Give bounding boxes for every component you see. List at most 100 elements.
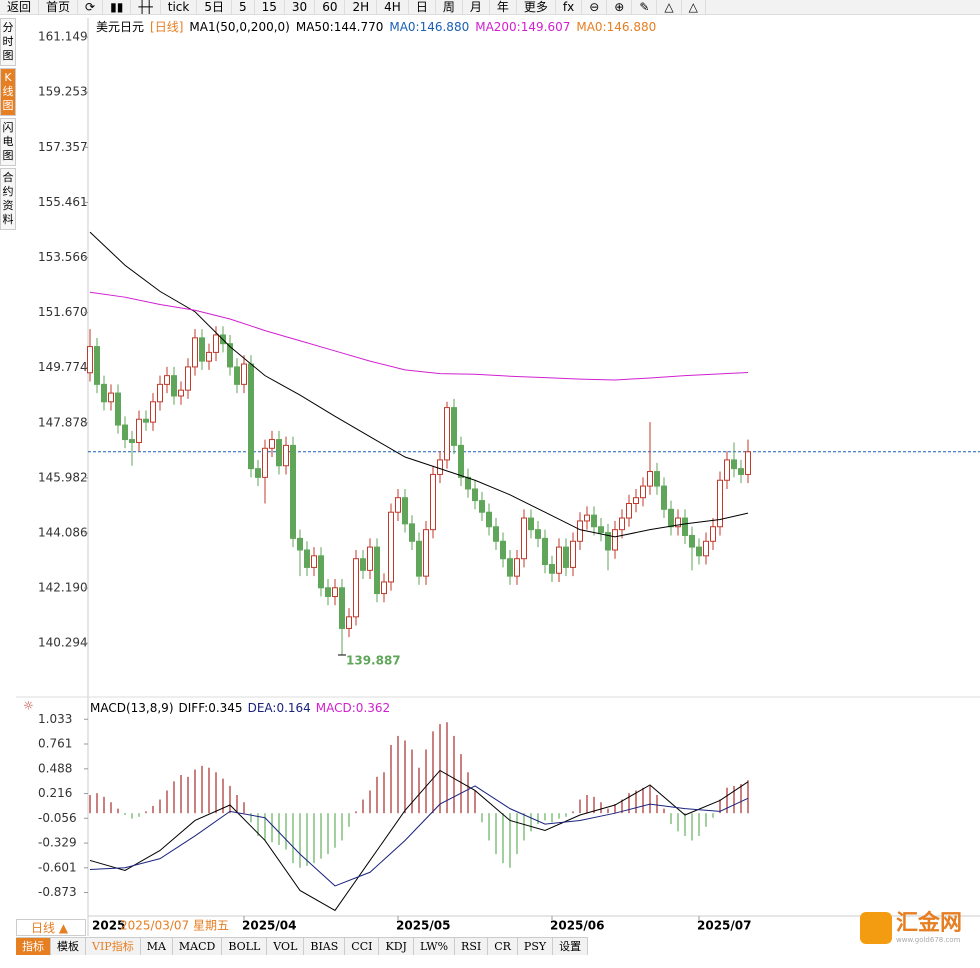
period-button[interactable]: 2H [345,0,378,14]
legend-item: [日线] [150,20,183,34]
period-button[interactable]: 15 [255,0,285,14]
candle-body [633,497,639,505]
indicator-tab[interactable]: 模板 [51,938,86,955]
candle-body [458,444,464,478]
candle-body [584,514,590,522]
y-tick-label: 149.774 [38,360,88,374]
candle-body [444,407,450,461]
logo-name: 汇金网 [896,911,963,936]
bottom-tabs: 指标 模板 VIP指标 MA MACD BOLL VOL BIAS CCI KDJ LW% RSI CR… [16,937,589,955]
zoom-out[interactable]: ⊖ [582,0,608,14]
date-label: 2025/07 [697,919,751,933]
side-tab[interactable]: 分时图 [0,18,16,66]
indicator-tab[interactable]: LW% [414,938,456,955]
period-button[interactable]: 年 [490,0,517,14]
candle-body [626,503,632,519]
tick-button[interactable]: tick [161,0,198,14]
candle-body [360,558,366,571]
candle-body [290,444,296,539]
legend-item: MA200:149.607 [475,20,570,34]
candle-body [493,526,499,542]
home-button[interactable]: 首页 [39,0,79,14]
candle-body [507,558,513,577]
period-button[interactable]: 周 [436,0,463,14]
logo-url: www.gold678.com [896,936,961,944]
back-button[interactable]: 返回 [0,0,40,14]
indicator-tab[interactable]: CCI [345,938,380,955]
date-label: 2025/04 [242,919,296,933]
candle-body [451,407,457,446]
period-button[interactable]: 月 [463,0,490,14]
legend-item: 美元日元 [96,20,144,34]
indicator-tab[interactable]: VOL [267,938,305,955]
candle-body [640,485,646,499]
candle-body [570,540,576,568]
period-button[interactable]: 5 [232,0,255,14]
candle-body [437,459,443,475]
candle-body [717,479,723,528]
indicator-tab[interactable]: VIP指标 [86,938,141,955]
candle-button[interactable]: ┼┼ [131,0,161,14]
indicator-tab[interactable]: 设置 [553,938,589,955]
candle-body [248,363,254,470]
candle-body [577,520,583,542]
candle-body [339,587,345,629]
period-button[interactable]: 5日 [197,0,232,14]
y-tick-label: 1.033 [38,712,72,726]
indicator-tab[interactable]: BOLL [222,938,268,955]
candle-body [535,529,541,539]
y-tick-label: 0.216 [38,786,72,800]
y-tick-label: 0.761 [38,737,72,751]
more-button[interactable]: 更多 [517,0,556,14]
indicator-tab[interactable]: MA [141,938,173,955]
period-button[interactable]: 60 [315,0,346,14]
tool-button[interactable]: △ [657,0,682,14]
indicator-tab[interactable]: MACD [173,938,223,955]
indicator-tab[interactable]: 指标 [16,938,51,955]
y-tick-label: 155.461 [38,195,88,209]
candle-body [325,587,331,597]
refresh-button[interactable]: ⟳ [78,0,104,14]
indicator-tab[interactable]: BIAS [304,938,346,955]
period-button[interactable]: 4H [377,0,409,14]
y-tick-label: 145.982 [38,470,88,484]
candle-body [661,485,667,510]
side-tab[interactable]: K线图 [0,68,16,116]
candle-body [227,343,233,368]
candle-body [115,392,121,426]
indicator-tab[interactable]: PSY [518,938,554,955]
cursor-date: 2025/03/07 星期五 [120,919,229,933]
indicator-tab[interactable]: RSI [455,938,489,955]
side-tab[interactable]: 合约资料 [0,168,16,230]
period-button[interactable]: 30 [285,0,316,14]
candle-body [430,473,436,531]
candle-body [500,540,506,560]
fx-button[interactable]: fx [556,0,583,14]
candle-body [521,517,527,560]
candle-body [612,529,618,551]
period-selector[interactable]: 日线 ▲ [16,919,86,936]
y-tick-label: 161.149 [38,30,88,44]
draw-button[interactable]: ✎ [632,0,658,14]
legend-item: MACD(13,8,9) [90,701,174,715]
indicator-tab[interactable]: CR [488,938,518,955]
candle-body [311,555,317,568]
indicator-tab[interactable]: KDJ [379,938,414,955]
side-tab[interactable]: 闪电图 [0,118,16,166]
indicator-line [89,231,749,538]
settings-icon[interactable]: ☼ [23,699,34,713]
candle-body [213,334,219,353]
y-tick-label: 153.566 [38,250,88,264]
period-button[interactable]: 日 [409,0,436,14]
candle-body [388,511,394,583]
candle-body [234,366,240,385]
y-tick-label: 144.086 [38,525,88,539]
indicator-line [89,769,749,912]
tool-button[interactable]: △ [682,0,706,14]
logo: 汇金网 www.gold678.com [860,912,962,944]
candle-body [514,558,520,577]
candle-body [556,546,562,574]
indicator-button[interactable]: ▮▮ [103,0,132,14]
zoom-in[interactable]: ⊕ [607,0,633,14]
toolbar: 返回 首页 ⟳ ▮▮ ┼┼ tick 5日 5 15 30 60 2H 4H 日周月年 更多 … [0,0,980,15]
